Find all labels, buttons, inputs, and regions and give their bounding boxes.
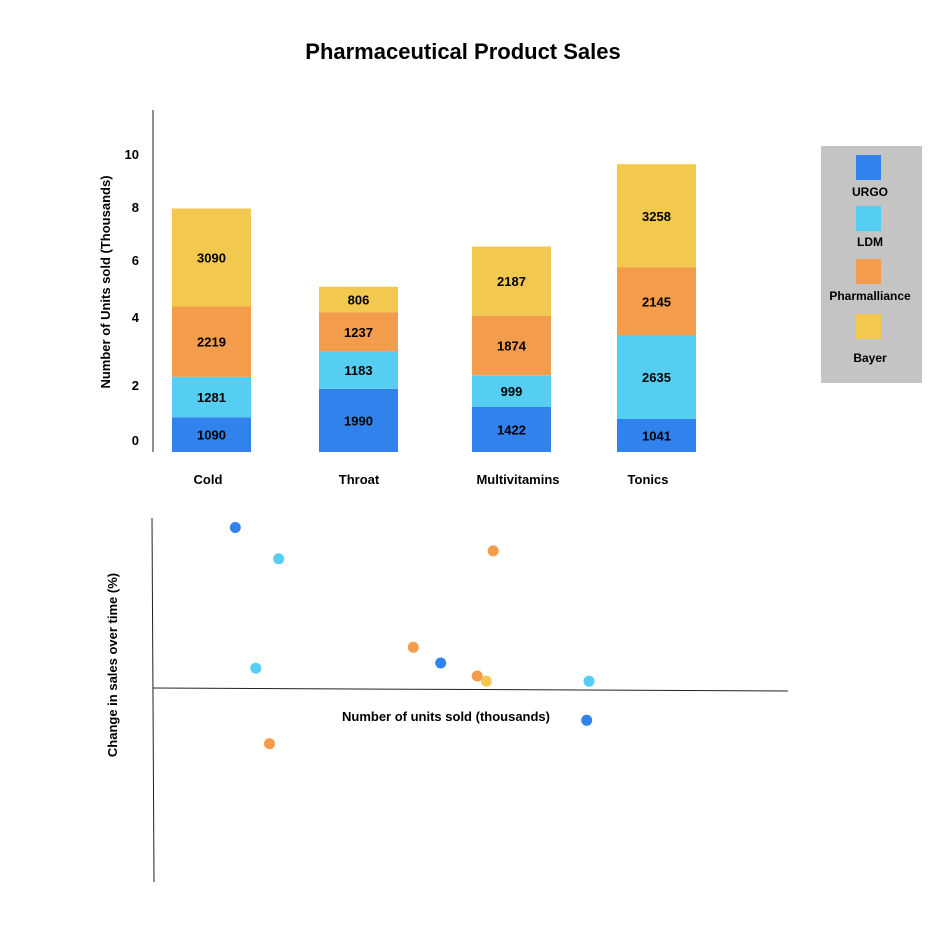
bar-value-label: 2635 [642, 370, 671, 385]
scatter-point-urgo[interactable] [435, 657, 447, 669]
bar-y-tick-label: 0 [132, 433, 139, 448]
bar-segment-ldm[interactable] [319, 351, 398, 389]
scatter-point-pharmalliance[interactable] [264, 738, 275, 750]
bar-value-label: 3258 [642, 209, 671, 224]
legend-swatch-pharmalliance [856, 259, 881, 284]
bar-value-label: 1422 [497, 423, 526, 438]
bar-value-label: 806 [348, 292, 370, 307]
bar-y-tick-label: 8 [132, 200, 139, 215]
scatter-point-bayer[interactable] [480, 675, 492, 687]
bar-category-label: Tonics [628, 472, 669, 487]
scatter-point-pharmalliance[interactable] [487, 545, 499, 557]
bar-segment-pharmalliance[interactable] [617, 267, 696, 336]
bar-value-label: 1874 [497, 339, 527, 354]
legend: URGO LDM Pharmalliance Bayer [821, 146, 922, 383]
bar-segment-pharmalliance[interactable] [472, 315, 551, 376]
bar-category-label: Throat [339, 472, 380, 487]
scatter-y-axis-title: Change in sales over time (%) [105, 573, 120, 757]
scatter-point-pharmalliance[interactable] [407, 641, 419, 653]
bar-value-label: 2187 [497, 274, 526, 289]
scatter-chart: Change in sales over time (%) Number of … [105, 517, 789, 883]
bar-value-label: 1090 [197, 428, 226, 443]
bar-value-label: 1041 [642, 429, 671, 444]
scatter-x-axis-title: Number of units sold (thousands) [342, 709, 550, 724]
bar-segment-urgo[interactable] [617, 419, 696, 452]
bar-y-tick-label: 4 [132, 310, 140, 325]
scatter-x-axis [152, 687, 789, 692]
bar-segment-ldm[interactable] [172, 376, 251, 418]
legend-swatch-urgo [856, 155, 881, 180]
chart-title: Pharmaceutical Product Sales [305, 39, 620, 64]
bar-segment-urgo[interactable] [172, 417, 251, 452]
bar-segment-bayer[interactable] [617, 164, 696, 268]
bar-segment-pharmalliance[interactable] [172, 306, 251, 377]
bar-segment-pharmalliance[interactable] [319, 312, 398, 352]
bar-value-label: 1183 [344, 363, 372, 378]
bar-value-label: 1237 [344, 325, 373, 340]
legend-swatch-bayer [856, 314, 881, 339]
bar-segment-urgo[interactable] [472, 406, 551, 452]
bar-segment-ldm[interactable] [617, 335, 696, 420]
scatter-y-axis [151, 517, 155, 883]
scatter-point-ldm[interactable] [583, 675, 595, 687]
bar-value-label: 1990 [344, 414, 373, 429]
bar-segment-bayer[interactable] [472, 246, 551, 316]
legend-label-pharmalliance: Pharmalliance [829, 289, 911, 303]
bar-segment-ldm[interactable] [472, 375, 551, 407]
bar-value-label: 2219 [197, 335, 226, 350]
bar-value-label: 2145 [642, 295, 671, 310]
bar-y-axis-title: Number of Units sold (Thousands) [98, 175, 113, 388]
bar-y-tick-label: 10 [125, 147, 139, 162]
bar-value-label: 3090 [197, 251, 226, 266]
scatter-point-pharmalliance[interactable] [471, 670, 483, 682]
bar-value-label: 999 [501, 384, 523, 399]
bar-segment-bayer[interactable] [172, 208, 251, 307]
bar-segment-urgo[interactable] [319, 388, 398, 452]
legend-label-ldm: LDM [857, 235, 883, 249]
scatter-point-ldm[interactable] [273, 553, 285, 565]
scatter-point-ldm[interactable] [250, 662, 262, 674]
scatter-point-urgo[interactable] [581, 714, 593, 726]
bar-y-tick-label: 6 [132, 253, 139, 268]
legend-label-bayer: Bayer [853, 351, 887, 365]
stacked-bar-chart: Number of Units sold (Thousands) 0 2 4 6 8 10… [98, 110, 696, 487]
bar-y-tick-label: 2 [132, 378, 139, 393]
bar-segment-bayer[interactable] [319, 286, 398, 313]
bar-category-label: Cold [194, 472, 223, 487]
legend-swatch-ldm [856, 206, 881, 231]
bar-value-label: 1281 [197, 390, 226, 405]
scatter-point-urgo[interactable] [229, 522, 241, 533]
bar-category-label: Multivitamins [476, 472, 559, 487]
legend-label-urgo: URGO [852, 185, 888, 199]
